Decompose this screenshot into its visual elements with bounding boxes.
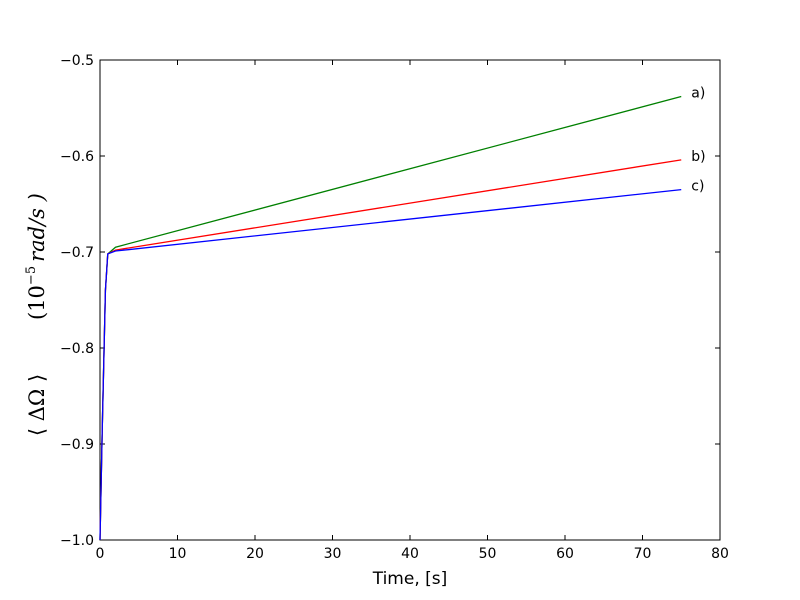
x-tick-label: 30 xyxy=(324,546,342,562)
y-tick-label: −0.6 xyxy=(60,149,94,165)
series-lines xyxy=(99,95,682,541)
y-axis-label-unit: (10−5 rad/s ) xyxy=(24,193,49,320)
x-tick-label: 10 xyxy=(169,546,187,562)
y-axis-label-unit-prefix: (10 xyxy=(25,285,49,320)
x-tick-label: 60 xyxy=(556,546,574,562)
y-tick-label: −0.7 xyxy=(60,245,94,261)
axis-ticks xyxy=(99,59,721,541)
series-label-1: a) xyxy=(691,85,705,101)
x-axis-label: Time, [s] xyxy=(372,569,448,589)
y-axis-label-unit-exponent: −5 xyxy=(24,266,39,285)
series-label-2: b) xyxy=(691,149,705,165)
y-tick-label: −1.0 xyxy=(60,533,94,549)
y-tick-label: −0.9 xyxy=(60,437,94,453)
y-tick-label: −0.5 xyxy=(60,53,94,69)
x-tick-label: 70 xyxy=(634,546,652,562)
series-labels: a) b) c) xyxy=(691,85,705,194)
x-tick-label: 20 xyxy=(246,546,264,562)
x-tick-label: 80 xyxy=(711,546,729,562)
x-tick-label: 40 xyxy=(401,546,419,562)
x-tick-label: 50 xyxy=(479,546,497,562)
y-tick-label: −0.8 xyxy=(60,341,94,357)
y-axis-label: ⟨ ΔΩ ⟩ (10−5 rad/s ) xyxy=(24,193,49,436)
axis-tick-labels: 0 10 20 30 40 50 60 70 80 −1.0 −0.9 −0.8 −0.7 −0.6 −0.… xyxy=(60,53,729,562)
y-axis-label-main: ⟨ ΔΩ ⟩ xyxy=(25,374,49,436)
series-label-3: c) xyxy=(691,179,704,195)
x-tick-label: 0 xyxy=(96,546,105,562)
series-line-3 xyxy=(99,188,682,541)
y-axis-label-unit-suffix: rad/s ) xyxy=(25,193,49,262)
